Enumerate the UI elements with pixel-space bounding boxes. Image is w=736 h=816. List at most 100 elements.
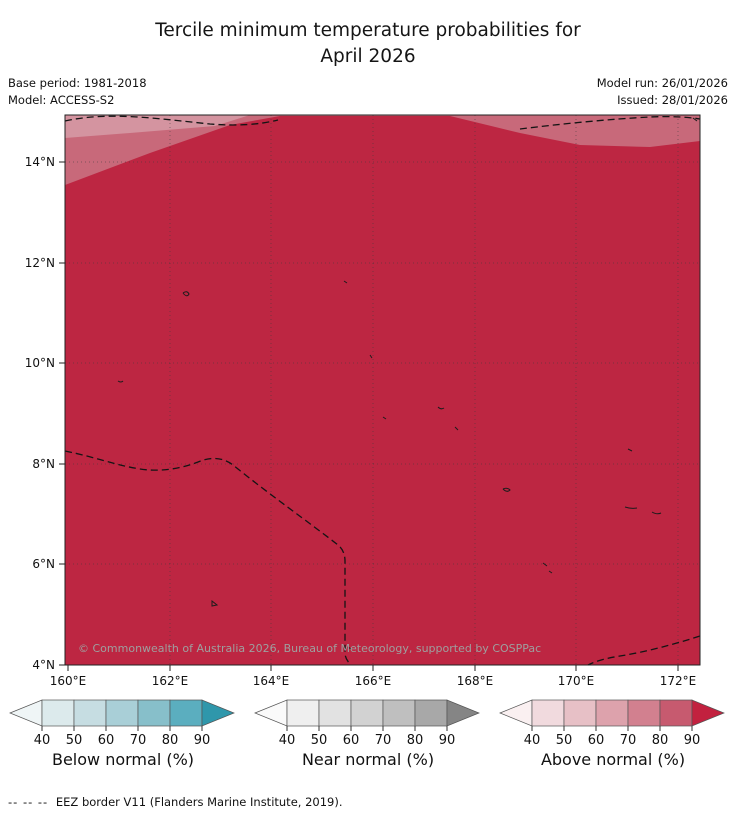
island	[542, 562, 548, 567]
colorbar-tick-label: 70	[130, 733, 147, 748]
island	[692, 117, 698, 122]
colorbar-near-normal: 40 50 60 70 80 90	[254, 699, 480, 748]
island	[627, 448, 633, 452]
model-run: Model run: 26/01/2026	[596, 76, 728, 90]
legend-near-normal: 40 50 60 70 80 90 Near normal (%)	[251, 698, 485, 769]
colorbar-tick-label: 60	[343, 733, 360, 748]
issued-date: Issued: 28/01/2026	[617, 92, 728, 107]
island	[211, 599, 219, 607]
eez-border-bottom-right	[587, 635, 701, 666]
legend-above-normal: 40 50 60 70 80 90 Above normal (%)	[496, 698, 730, 769]
eez-border-west	[64, 450, 352, 666]
colorbar-tick-label: 90	[439, 733, 456, 748]
colorbar-tick-label: 40	[34, 733, 51, 748]
island	[502, 487, 511, 492]
island	[347, 646, 352, 650]
colorbar-tick-label: 40	[279, 733, 296, 748]
base-period: Base period: 1981-2018	[8, 76, 147, 90]
island	[117, 380, 124, 383]
colorbar-arrow-right	[691, 699, 725, 727]
colorbar-segment	[169, 699, 203, 727]
island	[369, 354, 373, 359]
x-tick-label: 170°E	[558, 674, 595, 688]
colorbar-below-normal: 40 50 60 70 80 90	[9, 699, 235, 748]
colorbar-tick-label: 80	[652, 733, 669, 748]
meta-left: Base period: 1981-2018 Model: ACCESS-S2	[8, 75, 147, 108]
legend-label-below-normal: Below normal (%)	[51, 750, 195, 769]
island	[454, 426, 459, 431]
eez-legend-text: EEZ border V11 (Flanders Marine Institut…	[55, 795, 343, 809]
colorbar-segment	[318, 699, 352, 727]
colorbar-segment	[563, 699, 597, 727]
y-tick-label: 12°N	[25, 256, 55, 270]
eez-dash-sample: -- -- --	[8, 795, 49, 809]
y-tick-label: 14°N	[25, 155, 55, 169]
colorbar-arrow-left	[499, 699, 533, 727]
page-title: Tercile minimum temperature probabilitie…	[0, 18, 736, 70]
island	[182, 291, 190, 297]
colorbar-tick-label: 70	[620, 733, 637, 748]
colorbar-tick-label: 80	[407, 733, 424, 748]
colorbar-segment	[41, 699, 75, 727]
colorbar-above-normal: 40 50 60 70 80 90	[499, 699, 725, 748]
colorbar-arrow-right	[201, 699, 235, 727]
islands	[117, 117, 698, 650]
colorbar-arrow-left	[254, 699, 288, 727]
island	[343, 280, 348, 284]
eez-border-top-left	[64, 115, 279, 126]
model-name: Model: ACCESS-S2	[8, 92, 115, 107]
colorbar-segment	[627, 699, 661, 727]
colorbar-tick-label: 50	[311, 733, 328, 748]
map-fill-band-light	[65, 115, 250, 138]
y-tick-label: 4°N	[32, 658, 55, 672]
colorbar-segment	[105, 699, 139, 727]
x-tick-label: 168°E	[457, 674, 494, 688]
legend-label-above-normal: Above normal (%)	[540, 750, 686, 769]
x-tick-label: 172°E	[660, 674, 697, 688]
colorbar-segment	[73, 699, 107, 727]
colorbar-tick-label: 70	[375, 733, 392, 748]
eez-border-legend: -- -- -- EEZ border V11 (Flanders Marine…	[8, 795, 343, 809]
colorbar-tick-label: 90	[194, 733, 211, 748]
colorbar-tick-label: 60	[588, 733, 605, 748]
colorbar-segment	[414, 699, 448, 727]
x-tick-label: 162°E	[152, 674, 189, 688]
axis-ticks	[59, 161, 679, 671]
title-line2: April 2026	[320, 45, 416, 67]
colorbar-segment	[595, 699, 629, 727]
legend-below-normal: 40 50 60 70 80 90 Below normal (%)	[6, 698, 240, 769]
x-tick-label: 160°E	[50, 674, 87, 688]
colorbar-tick-label: 90	[684, 733, 701, 748]
meta-right: Model run: 26/01/2026 Issued: 28/01/2026	[597, 75, 728, 108]
copyright-text: © Commonwealth of Australia 2026, Bureau…	[78, 642, 541, 655]
colorbar-tick-label: 80	[162, 733, 179, 748]
colorbar-segment	[531, 699, 565, 727]
colorbar-tick-label: 60	[98, 733, 115, 748]
x-tick-label: 164°E	[253, 674, 290, 688]
colorbar-segment	[137, 699, 171, 727]
colorbar-segment	[350, 699, 384, 727]
colorbar-segment	[286, 699, 320, 727]
colorbar-tick-label: 50	[66, 733, 83, 748]
eez-border-lines	[64, 115, 701, 666]
map-border	[64, 114, 701, 666]
title-line1: Tercile minimum temperature probabilitie…	[155, 20, 581, 41]
y-tick-label: 10°N	[25, 356, 55, 370]
island	[651, 511, 662, 515]
legend-label-near-normal: Near normal (%)	[301, 750, 435, 769]
map-fill-band	[65, 115, 700, 185]
island	[437, 406, 445, 410]
island	[382, 416, 387, 420]
colorbar-segment	[659, 699, 693, 727]
colorbar-arrow-left	[9, 699, 43, 727]
colorbar-segment	[382, 699, 416, 727]
island	[624, 506, 638, 509]
map-fill-main	[65, 115, 700, 665]
legend-row: 40 50 60 70 80 90 Below normal (%) 40 50	[0, 698, 736, 769]
probability-map: © Commonwealth of Australia 2026, Bureau…	[25, 114, 701, 688]
colorbar-tick-label: 50	[556, 733, 573, 748]
colorbar-tick-label: 40	[524, 733, 541, 748]
colorbar-arrow-right	[446, 699, 480, 727]
axis-labels: 14°N 12°N 10°N 8°N 6°N 4°N 160°E 162°E 1…	[25, 155, 697, 688]
y-tick-label: 6°N	[32, 557, 55, 571]
